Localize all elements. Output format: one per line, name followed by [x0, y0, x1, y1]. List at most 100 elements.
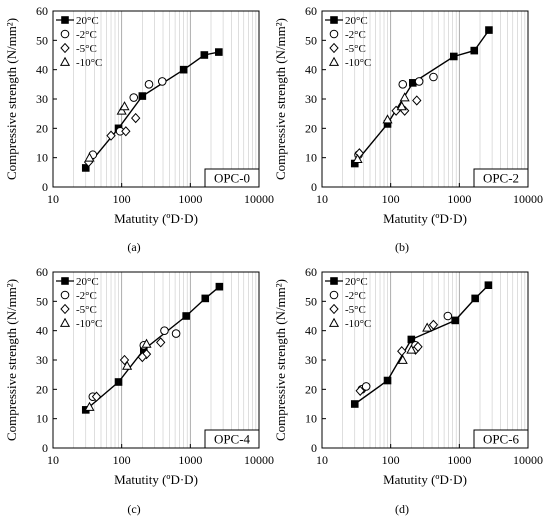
data-point: [382, 114, 393, 124]
y-tick-label: 50: [36, 33, 48, 47]
data-point: [137, 351, 148, 363]
data-point: [406, 344, 417, 354]
legend-marker: [329, 290, 339, 300]
series-0: [350, 26, 493, 168]
data-point: [471, 294, 479, 303]
y-tick-label: 10: [36, 151, 48, 165]
y-tick-label: 40: [305, 324, 317, 338]
data-point: [422, 322, 433, 332]
data-point: [119, 101, 130, 111]
x-tick-label: 1000: [447, 453, 471, 467]
data-point: [160, 326, 169, 335]
data-point: [91, 391, 102, 402]
data-point: [200, 51, 209, 59]
legend-marker: [60, 42, 70, 54]
x-tick-label: 100: [113, 453, 131, 467]
y-tick-label: 40: [305, 63, 317, 77]
data-point: [413, 341, 423, 352]
y-tick-label: 0: [311, 441, 317, 455]
legend-marker: [60, 290, 70, 300]
legend-marker: [328, 317, 340, 327]
y-tick-label: 20: [36, 382, 48, 396]
x-tick-label: 10: [316, 192, 328, 206]
legend-marker: [60, 303, 70, 315]
y-axis-title: Compressive strength (N/mm²): [273, 18, 288, 180]
y-tick-label: 50: [305, 33, 317, 47]
y-tick-label: 50: [305, 294, 317, 308]
legend-marker: [329, 29, 339, 39]
data-point: [355, 385, 365, 396]
data-point: [429, 72, 438, 82]
series-2: [91, 337, 166, 402]
legend-marker: [59, 317, 71, 327]
data-point: [119, 354, 130, 366]
series-0: [350, 281, 493, 408]
inset-label-box: [204, 429, 260, 449]
y-tick-label: 30: [36, 92, 48, 106]
data-point: [443, 311, 453, 321]
y-tick-label: 60: [305, 265, 317, 279]
y-axis-title: Compressive strength (N/mm²): [4, 279, 19, 441]
legend: 20°C -2°C -5°C -10°C: [56, 15, 102, 69]
data-point: [121, 126, 131, 137]
data-point: [81, 164, 90, 172]
series-0: [81, 282, 224, 414]
x-axis-title: Matutity (ºD·D): [383, 472, 467, 487]
data-point: [414, 77, 424, 86]
series-3: [84, 338, 152, 411]
inset-label: OPC-6: [483, 432, 520, 447]
data-point: [398, 80, 408, 89]
legend-label: -2°C: [76, 29, 97, 41]
data-point: [122, 360, 133, 370]
legend-label: -2°C: [345, 290, 366, 302]
data-point: [383, 376, 392, 385]
data-point: [182, 312, 190, 320]
inset-label-box: [473, 429, 529, 449]
panel-caption: (a): [127, 240, 140, 254]
data-point: [470, 46, 479, 55]
data-point: [144, 80, 154, 89]
legend-label: 20°C: [76, 15, 99, 27]
data-point: [485, 26, 493, 34]
series-3: [84, 101, 130, 162]
data-point: [131, 112, 141, 124]
legend-label: -10°C: [345, 318, 371, 330]
data-point: [352, 153, 363, 164]
legend-label: -5°C: [76, 43, 97, 55]
legend-label: 20°C: [345, 276, 368, 288]
data-point: [116, 105, 127, 115]
legend-label: -2°C: [76, 290, 97, 302]
data-point: [171, 329, 181, 338]
panel-caption: (d): [395, 502, 409, 516]
x-tick-label: 10: [316, 453, 328, 467]
legend-label: 20°C: [345, 15, 368, 27]
inset-label-box: [473, 168, 529, 188]
data-point: [215, 282, 224, 291]
legend: 20°C -2°C -5°C -10°C: [325, 15, 371, 69]
y-tick-label: 10: [36, 412, 48, 426]
legend-marker: [61, 277, 69, 285]
data-point: [399, 92, 410, 102]
legend: 20°C -2°C -5°C -10°C: [325, 276, 371, 330]
data-point: [484, 281, 493, 289]
x-tick-label: 10000: [244, 453, 274, 467]
data-point: [361, 382, 371, 391]
legend-marker: [60, 29, 70, 39]
legend-label: -5°C: [345, 43, 366, 55]
legend-marker: [329, 303, 339, 315]
legend-marker: [330, 277, 338, 285]
data-point: [106, 130, 116, 141]
x-tick-label: 10: [47, 192, 59, 206]
data-point: [129, 93, 139, 102]
y-tick-label: 20: [305, 121, 317, 135]
x-tick-label: 10000: [513, 192, 543, 206]
panel-caption: (c): [127, 502, 140, 516]
series-1: [88, 326, 181, 401]
y-tick-label: 10: [305, 151, 317, 165]
x-tick-label: 1000: [178, 192, 202, 206]
data-point: [84, 152, 95, 162]
series-2: [355, 319, 439, 396]
